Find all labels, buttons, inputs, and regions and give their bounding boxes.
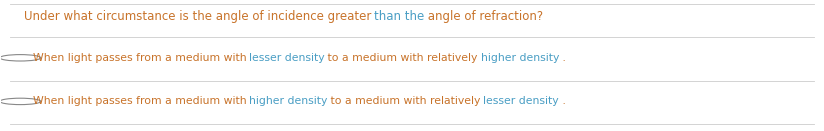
Text: .: .	[559, 53, 566, 63]
Text: When light passes from a medium with: When light passes from a medium with	[33, 53, 250, 63]
Text: than the: than the	[374, 10, 424, 23]
Text: higher density: higher density	[249, 96, 327, 106]
Text: When light passes from a medium with: When light passes from a medium with	[33, 96, 250, 106]
Text: .: .	[559, 96, 566, 106]
Text: angle of refraction?: angle of refraction?	[424, 10, 544, 23]
Text: lesser density: lesser density	[249, 53, 325, 63]
Text: Under what circumstance is the angle of incidence greater: Under what circumstance is the angle of …	[25, 10, 376, 23]
Text: to a medium with relatively: to a medium with relatively	[327, 96, 484, 106]
Text: to a medium with relatively: to a medium with relatively	[325, 53, 481, 63]
Text: lesser density: lesser density	[484, 96, 559, 106]
Text: higher density: higher density	[480, 53, 559, 63]
